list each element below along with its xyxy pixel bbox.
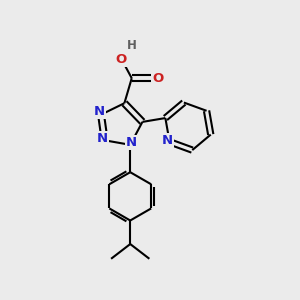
Text: O: O	[152, 72, 163, 85]
Text: N: N	[126, 136, 137, 149]
Text: N: N	[97, 132, 108, 145]
Text: H: H	[127, 39, 137, 52]
Text: O: O	[116, 52, 127, 66]
Text: N: N	[94, 105, 105, 118]
Text: N: N	[162, 134, 173, 147]
